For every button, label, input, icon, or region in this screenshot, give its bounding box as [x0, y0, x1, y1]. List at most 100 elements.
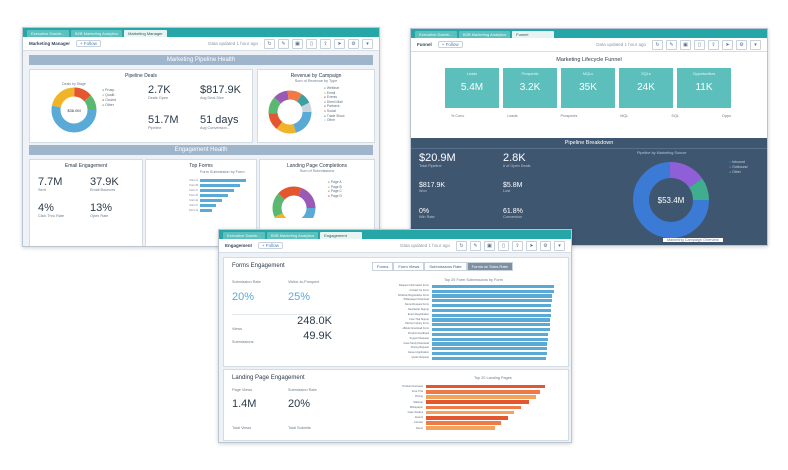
dashboard-window-funnel: Executive Dashb... B2B Marketing Analyti…: [410, 28, 768, 246]
funnel-stage-leads[interactable]: Leads 5.4M: [445, 68, 499, 108]
funnel-stage-mqls[interactable]: MQLs 35K: [561, 68, 615, 108]
tab-funnel[interactable]: Funnel: [512, 31, 555, 38]
bar[interactable]: [426, 410, 515, 415]
bar[interactable]: [432, 342, 548, 346]
settings-icon[interactable]: ⚙: [736, 39, 747, 50]
bar[interactable]: [426, 426, 495, 430]
bar[interactable]: [432, 347, 548, 351]
dashboard-window-marketing-manager: Executive Dashb... B2B Marketing Analyti…: [22, 27, 380, 247]
bar[interactable]: [426, 395, 536, 399]
funnel-stage-opportunities[interactable]: Opportunities 11K: [677, 68, 731, 108]
bar[interactable]: [426, 390, 540, 394]
tab-executive[interactable]: Executive Dashb...: [223, 232, 265, 239]
refresh-icon[interactable]: ↻: [456, 240, 467, 251]
bar: [200, 209, 212, 212]
bar[interactable]: [432, 313, 552, 317]
chart-subtitle: Top 20 Landing Pages: [474, 376, 512, 380]
refresh-icon[interactable]: ↻: [652, 39, 663, 50]
edit-icon[interactable]: ✎: [278, 38, 289, 49]
tab-executive[interactable]: Executive Dashb...: [27, 30, 69, 37]
data-updated-text: Data updated 1 hour ago: [208, 41, 258, 46]
bar[interactable]: [426, 421, 502, 425]
settings-icon[interactable]: ⚙: [540, 240, 551, 251]
funnel-stage-sqls[interactable]: SQLs 24K: [619, 68, 673, 108]
subtab-forms[interactable]: Forms: [372, 262, 394, 271]
more-icon[interactable]: ▾: [554, 240, 565, 251]
stat-lost: $5.8M Lost: [503, 182, 523, 193]
bar[interactable]: [426, 400, 529, 404]
save-icon[interactable]: ▣: [484, 240, 495, 251]
funnel-stage-prospects[interactable]: Prospects 3.2K: [503, 68, 557, 108]
bookmark-icon[interactable]: ▯: [306, 38, 317, 49]
notify-icon[interactable]: ➤: [526, 240, 537, 251]
bar-label: Product Overview: [402, 385, 423, 388]
card-title: Pipeline Deals: [125, 73, 157, 79]
bar-label: Pricing: [415, 395, 423, 399]
landing-bar-chart: Product Overview Free Trial Pricing Webinar…: [370, 384, 564, 438]
save-icon[interactable]: ▣: [292, 38, 303, 49]
follow-button[interactable]: + Follow: [437, 41, 463, 48]
bar[interactable]: [432, 299, 553, 303]
bar[interactable]: [432, 356, 546, 361]
bar[interactable]: [432, 294, 553, 298]
section-band-pipeline-breakdown: Pipeline Breakdown: [411, 138, 767, 149]
metric-deals-open: 2.7K Deals Open: [148, 84, 171, 100]
more-icon[interactable]: ▾: [750, 39, 761, 50]
share-icon[interactable]: ⇪: [708, 39, 719, 50]
source-legend: ● Inbound ● Outbound ● Other: [729, 160, 747, 175]
follow-button[interactable]: + Follow: [76, 40, 101, 47]
bar[interactable]: [432, 308, 552, 313]
settings-icon[interactable]: ⚙: [348, 38, 359, 49]
tab-b2b[interactable]: B2B Marketing Analytics: [459, 31, 511, 38]
bar-label: Case Study Download: [403, 341, 429, 345]
bar-label: Support Request: [409, 336, 429, 340]
bar[interactable]: [426, 405, 522, 410]
bar[interactable]: [426, 416, 508, 420]
edit-icon[interactable]: ✎: [470, 240, 481, 251]
dashboard-canvas: Marketing Pipeline Health Pipeline Deals…: [23, 51, 379, 246]
share-icon[interactable]: ⇪: [320, 38, 331, 49]
bar[interactable]: [432, 284, 554, 289]
share-icon[interactable]: ⇪: [512, 240, 523, 251]
notify-icon[interactable]: ➤: [722, 39, 733, 50]
subtab-form-views[interactable]: Form Views: [393, 262, 425, 271]
card-subtitle: Sum of Revenue by Type: [294, 79, 338, 83]
bar[interactable]: [432, 318, 550, 322]
section-band-engagement: Engagement Health: [29, 145, 373, 155]
edit-icon[interactable]: ✎: [666, 39, 677, 50]
metric-views: Views 248.0K: [232, 314, 332, 335]
legend-item: ● Qualif..: [102, 93, 117, 97]
legend-item: ● Partners: [324, 104, 340, 109]
card-title: Revenue by Campaign: [290, 73, 342, 79]
tab-engagement[interactable]: Engagement: [320, 232, 363, 239]
pipeline-donut: $38.0M Deals by Stage: [51, 82, 97, 133]
pipeline-legend: ● Prosp.. ● Qualif.. ● Closed ● Other: [102, 88, 116, 108]
notify-icon[interactable]: ➤: [334, 38, 345, 49]
bar[interactable]: [432, 289, 554, 293]
bar[interactable]: [426, 384, 545, 389]
bar[interactable]: [432, 303, 552, 308]
save-icon[interactable]: ▣: [680, 39, 691, 50]
subtab-forms-subs-rate[interactable]: Forms w/ Subs Rate: [466, 262, 513, 271]
bar[interactable]: [432, 323, 550, 327]
legend-item: ● Outbound: [729, 165, 748, 169]
more-icon[interactable]: ▾: [362, 38, 373, 49]
bookmark-icon[interactable]: ▯: [498, 240, 509, 251]
tab-b2b[interactable]: B2B Marketing Analytics: [71, 30, 123, 37]
subtab-submissions-rate[interactable]: Submissions Rate: [424, 262, 467, 271]
footer-section-title: Marketing Campaign Overview: [663, 238, 723, 242]
bar[interactable]: [432, 337, 549, 341]
bar[interactable]: [432, 327, 550, 332]
tab-executive[interactable]: Executive Dashb...: [415, 31, 457, 38]
refresh-icon[interactable]: ↻: [264, 38, 275, 49]
metric-visitor-prospect: Visitor-to-Prospect 25%: [288, 280, 320, 303]
bookmark-icon[interactable]: ▯: [694, 39, 705, 50]
bar[interactable]: [432, 332, 549, 337]
bar-label: Pricing Request: [410, 346, 429, 350]
bar[interactable]: [432, 351, 548, 356]
dashboard-title: Marketing Manager: [29, 41, 71, 46]
tab-marketing-manager[interactable]: Marketing Manager: [124, 30, 167, 37]
follow-button[interactable]: + Follow: [258, 242, 283, 249]
tab-b2b[interactable]: B2B Marketing Analytics: [267, 232, 319, 239]
metric-ctr: 4% Click Thru Rate: [38, 202, 65, 218]
